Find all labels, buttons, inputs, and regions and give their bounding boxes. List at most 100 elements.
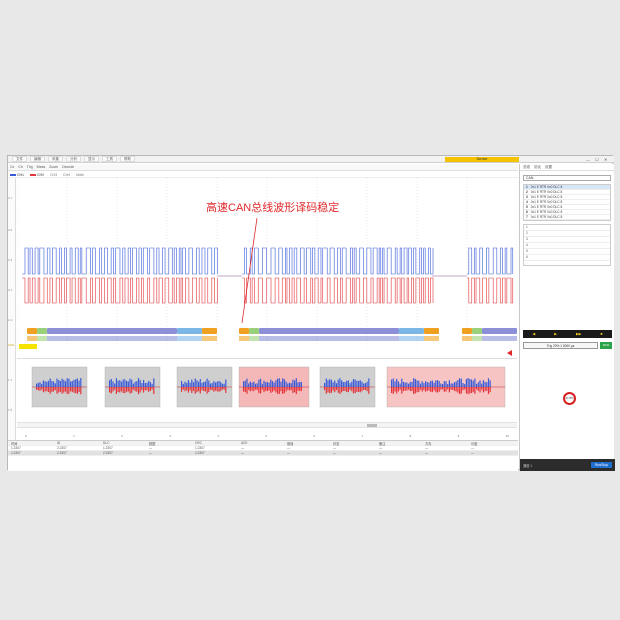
zoom-bar-blue	[484, 381, 486, 387]
horizontal-scrollbar[interactable]	[17, 422, 517, 428]
zoom-bar-blue	[181, 380, 183, 387]
menu-help[interactable]: 帮助	[120, 156, 135, 162]
table-cell: 2.2307	[11, 451, 21, 455]
zoom-bar-red	[363, 387, 365, 390]
ruler-label: 2.7	[8, 196, 13, 200]
meas-ch1[interactable]: CH1	[10, 173, 24, 177]
zoom-bar-red	[356, 387, 358, 392]
zoom-bar-blue	[364, 383, 366, 387]
meas-ch2[interactable]: CH2	[30, 173, 44, 177]
zoom-bar-red	[413, 387, 415, 395]
list-item[interactable]: 5	[524, 249, 610, 255]
zoom-bar-blue	[137, 378, 140, 387]
minimize-icon[interactable]: —	[586, 157, 590, 162]
list-item[interactable]: 1	[524, 225, 610, 231]
vertical-ruler[interactable]: 2.7 2.5 2.3 2.1 1.9 1.7 1.5 CAN	[8, 178, 16, 448]
zoom-bar-red	[430, 387, 432, 392]
zoom-bar-red	[71, 387, 73, 392]
zoom-bar-blue	[337, 379, 339, 387]
play-icon[interactable]: ▶	[554, 332, 557, 336]
list-item[interactable]: 4	[524, 243, 610, 249]
table-cell: 2.2307	[103, 451, 113, 455]
subbar-cx[interactable]: Cx	[10, 165, 15, 169]
menu-file[interactable]: 文件	[12, 156, 27, 162]
scrollbar-thumb[interactable]	[367, 424, 377, 427]
subbar-trig[interactable]: Trig	[26, 165, 33, 169]
zoom-bar-red	[249, 387, 251, 392]
list-item[interactable]: 6	[524, 255, 610, 261]
zoom-bar-red	[352, 387, 355, 394]
trigger-marker-icon	[507, 350, 512, 356]
zoom-bar-blue	[191, 379, 193, 387]
auto-trigger-icon[interactable]: AUTO	[563, 392, 576, 405]
zoom-bar-blue	[196, 380, 198, 387]
zoom-bar-red	[258, 387, 260, 393]
zoom-bar-blue	[216, 381, 218, 387]
list-item[interactable]: 3 0x1 E RTR 0x0 DLC 8	[524, 195, 610, 200]
stop-icon[interactable]: ■	[600, 332, 603, 336]
tab-bus[interactable]: 总线	[523, 164, 530, 169]
list-item[interactable]: 6 0x1 E RTR 0x0 DLC 8	[524, 210, 610, 215]
time-tick: 3	[169, 434, 171, 438]
zoom-bar-red	[54, 387, 56, 390]
meas-ch4[interactable]: CH4	[63, 172, 71, 177]
zoom-bar-blue	[482, 380, 484, 387]
menu-display[interactable]: 显示	[84, 156, 99, 162]
table-cell: 1.2307	[11, 446, 21, 450]
subbar-zoom[interactable]: Zoom	[49, 165, 59, 169]
menu-acquire[interactable]: 采集	[48, 156, 63, 162]
list-item[interactable]: 3	[524, 237, 610, 243]
table-row[interactable]: 1.2307 2.2307 1.2307 — 1.2307 — — — — — …	[8, 446, 518, 451]
zoom-bar-blue	[280, 381, 282, 387]
zoom-bar-blue	[73, 379, 75, 387]
trigger-info[interactable]: Trig 20% 1.0000 μs	[523, 342, 598, 349]
list-item[interactable]: 7 0x1 E RTR 0x0 DLC 8	[524, 215, 610, 220]
zoom-bar-blue	[189, 382, 191, 387]
zoom-bar-red	[53, 387, 55, 392]
zoom-bar-blue	[243, 381, 245, 387]
zoom-bar-blue	[431, 380, 433, 387]
list-item[interactable]: 2	[524, 231, 610, 237]
table-cell: 1.2307	[195, 446, 205, 450]
zoom-bar-red	[271, 387, 274, 392]
table-cell: —	[379, 446, 383, 450]
zoom-bar-red	[265, 387, 267, 391]
tab-settings[interactable]: 设置	[545, 164, 552, 169]
list-item[interactable]: 4 0x1 E RTR 0x0 DLC 8	[524, 200, 610, 205]
list-item[interactable]: 2 0x1 E RTR 0x0 DLC 8	[524, 190, 610, 195]
zoom-bar-blue	[56, 378, 58, 387]
subbar-decode[interactable]: Decode	[62, 165, 75, 169]
menu-edit[interactable]: 编辑	[30, 156, 45, 162]
list-item[interactable]: 5 0x1 E RTR 0x0 DLC 8	[524, 205, 610, 210]
maximize-icon[interactable]: ☐	[595, 157, 599, 162]
meas-ch3[interactable]: CH3	[50, 172, 58, 177]
table-row[interactable]: 2.2307 2.2307 2.2307 — 2.2307 — — — — — …	[8, 451, 518, 456]
menu-tools[interactable]: 工具	[102, 156, 117, 162]
zoom-bar-blue	[486, 382, 488, 387]
zoom-bar-blue	[358, 380, 360, 387]
fast-forward-icon[interactable]: ▶▶	[575, 332, 582, 336]
zoom-bar-blue	[334, 380, 336, 387]
list-item[interactable]: 1 0x1 E RTR 0x0 DLC 8	[524, 185, 610, 190]
zoom-bar-blue	[273, 382, 275, 387]
zoom-bar-blue	[479, 380, 481, 387]
subbar-ch[interactable]: Ch	[18, 165, 23, 169]
zoom-bar-red	[260, 387, 262, 394]
run-stop-button[interactable]: Run/Stop	[590, 462, 612, 468]
protocol-select[interactable]: CAN	[523, 175, 611, 181]
close-icon[interactable]: ✕	[604, 157, 608, 162]
zoom-panels-canvas[interactable]	[17, 359, 517, 417]
table-cell: —	[425, 451, 429, 455]
prev-icon[interactable]: ◀	[532, 332, 536, 336]
menu-analyze[interactable]: 分析	[66, 156, 81, 162]
meas-math[interactable]: Math	[76, 172, 84, 177]
waveform-canvas[interactable]	[17, 178, 517, 358]
device-badge[interactable]: Device	[445, 157, 519, 162]
zoom-bar-red	[275, 387, 277, 393]
tab-protocol[interactable]: 协议	[534, 164, 541, 169]
zoom-bar-blue	[476, 383, 478, 387]
zoom-bar-red	[114, 387, 116, 390]
ruler-label: 2.1	[8, 288, 13, 292]
subbar-meas[interactable]: Meas	[36, 165, 46, 169]
run-indicator[interactable]: RUN	[600, 342, 612, 349]
